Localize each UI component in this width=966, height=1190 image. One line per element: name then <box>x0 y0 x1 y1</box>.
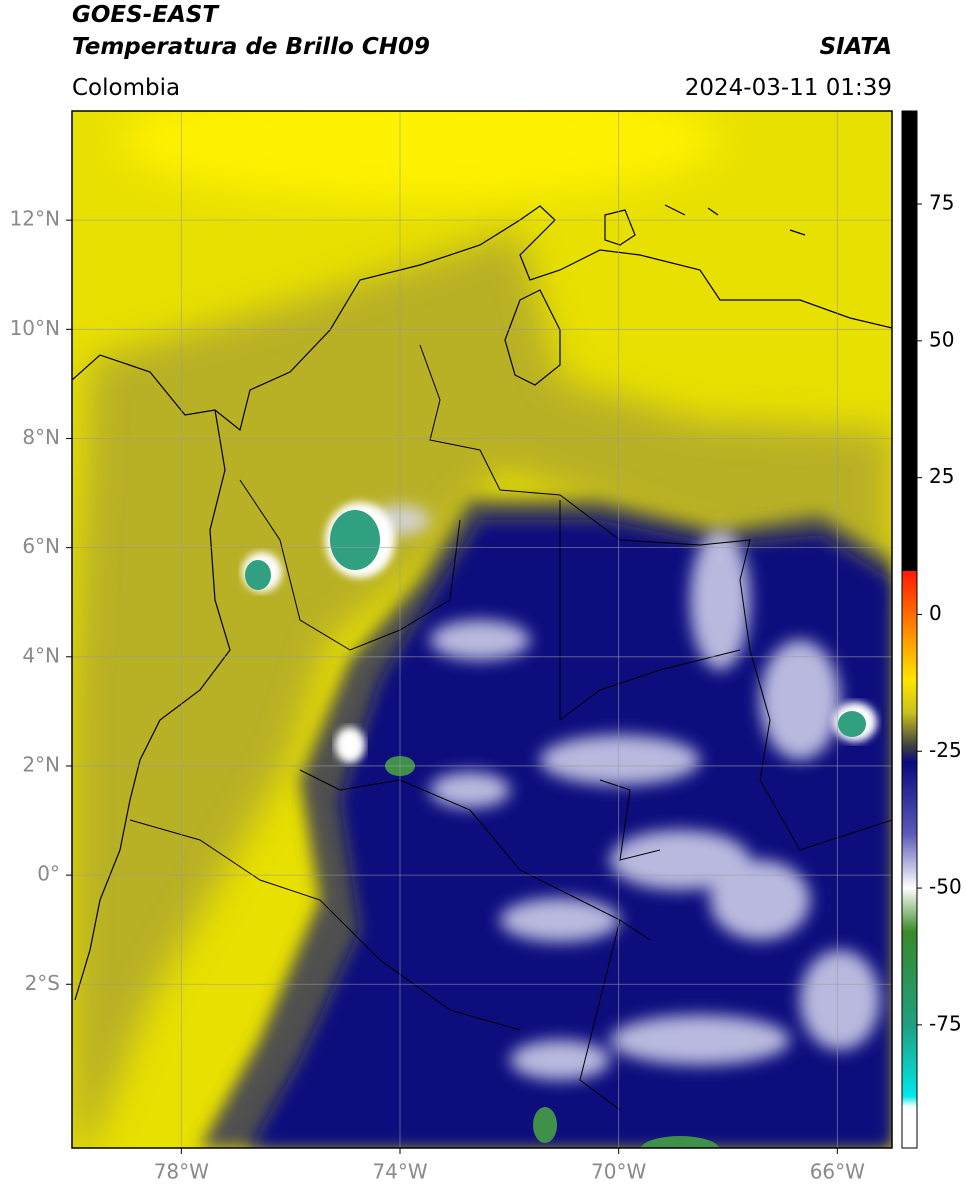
colorbar-tick-label: 25 <box>929 464 954 488</box>
x-tick-label: 74°W <box>372 1160 427 1184</box>
region: Colombia <box>72 75 180 101</box>
colorbar-tick-label: 75 <box>929 191 954 215</box>
colorbar-tick-label: 50 <box>929 327 954 351</box>
subtitle: Temperatura de Brillo CH09 <box>72 34 430 60</box>
x-tick-label: 78°W <box>154 1160 209 1184</box>
title: GOES-EAST <box>72 2 220 28</box>
map-frame <box>71 110 893 1149</box>
x-tick-label: 66°W <box>810 1160 865 1184</box>
y-tick-label: 12°N <box>10 207 60 231</box>
borders <box>129 344 892 1111</box>
colorbar-tick-label: 0 <box>929 601 942 625</box>
y-tick-label: 2°S <box>25 971 60 995</box>
convective-cores <box>242 502 877 1148</box>
colorbar-tick-label: -25 <box>929 738 962 762</box>
y-tick-label: 10°N <box>10 316 60 340</box>
y-tick-label: 2°N <box>22 752 60 776</box>
colorbar-tick-label: -50 <box>929 875 962 899</box>
satellite-image <box>72 111 892 1148</box>
y-tick-label: 4°N <box>22 643 60 667</box>
y-tick-label: 6°N <box>22 534 60 558</box>
x-tick-label: 70°W <box>591 1160 646 1184</box>
colorbar-tick-label: -75 <box>929 1011 962 1035</box>
timestamp: 2024-03-11 01:39 <box>685 75 892 101</box>
graticule <box>72 111 892 1148</box>
y-tick-label: 0° <box>37 862 60 886</box>
y-tick-label: 8°N <box>22 425 60 449</box>
source: SIATA <box>820 34 892 60</box>
colorbar <box>901 110 918 1149</box>
